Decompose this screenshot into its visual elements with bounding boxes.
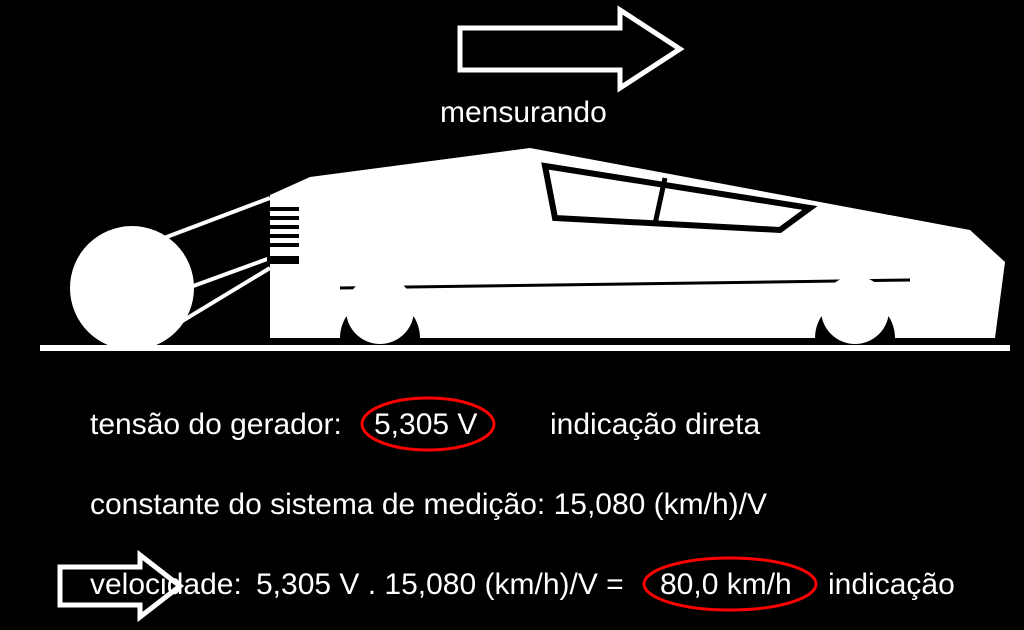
label-indicacao: indicação: [828, 568, 955, 602]
label-indicacao-direta: indicação direta: [550, 408, 760, 442]
label-velocidade: velocidade:: [90, 568, 242, 602]
car-silhouette: [265, 148, 1005, 344]
label-calc: 5,305 V . 15,080 (km/h)/V =: [256, 568, 624, 602]
label-voltage-value: 5,305 V: [374, 408, 477, 442]
label-constante: constante do sistema de medição: 15,080 …: [90, 488, 767, 522]
arrow-top: [460, 10, 680, 88]
label-tensao: tensão do gerador:: [90, 408, 342, 442]
label-mensurando: mensurando: [440, 96, 607, 130]
fifth-wheel: [70, 198, 270, 350]
diagram-stage: mensurando tensão do gerador: 5,305 V in…: [0, 0, 1024, 630]
label-speed-result: 80,0 km/h: [660, 568, 792, 602]
diagram-svg: [0, 0, 1024, 630]
